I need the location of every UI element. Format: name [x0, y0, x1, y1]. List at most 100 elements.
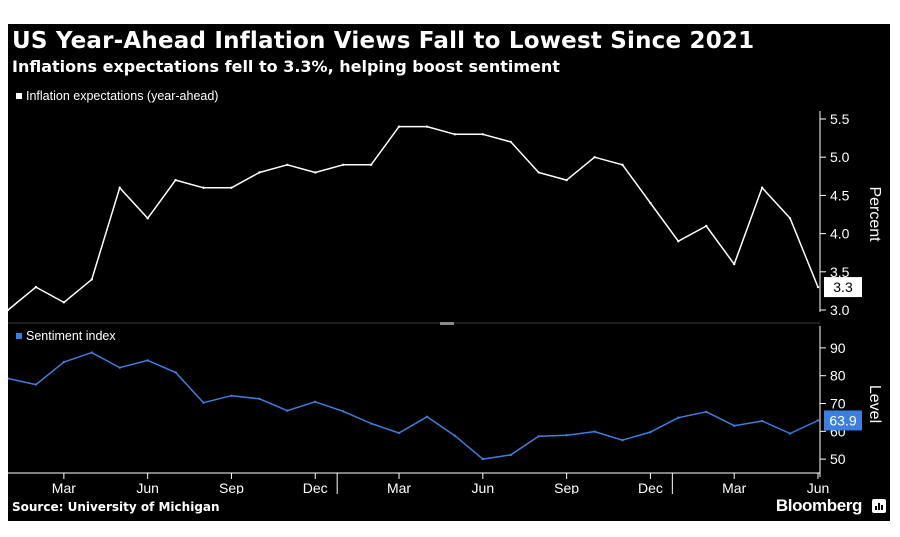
- x-tick-label: Jun: [472, 480, 495, 494]
- bloomberg-logo: Bloomberg: [775, 496, 863, 515]
- data-point-inflation: [314, 171, 317, 174]
- data-point-sentiment: [118, 366, 121, 369]
- data-point-sentiment: [174, 371, 177, 374]
- data-point-sentiment: [369, 422, 373, 425]
- x-tick-label: Sep: [219, 480, 244, 494]
- data-point-inflation: [174, 178, 177, 182]
- y-tick-label-inflation: 3.5: [830, 264, 850, 280]
- data-point-inflation: [90, 278, 93, 281]
- data-point-sentiment: [230, 394, 233, 397]
- data-point-inflation: [481, 133, 485, 136]
- data-point-inflation: [593, 156, 596, 159]
- data-point-sentiment: [481, 457, 485, 461]
- data-point-sentiment: [34, 383, 38, 386]
- legend-label-sentiment: Sentiment index: [26, 329, 116, 343]
- last-value-box-sentiment: [824, 410, 862, 431]
- data-point-sentiment: [62, 360, 66, 364]
- data-point-inflation: [677, 240, 680, 243]
- chart-svg: 3.0 3.5 4.0 4.5 5.0 5.5 Percent Inflation expec…: [8, 89, 883, 494]
- data-point-sentiment: [677, 416, 680, 419]
- data-point-inflation: [425, 125, 429, 128]
- data-point-inflation: [369, 163, 373, 167]
- data-point-inflation: [8, 308, 10, 312]
- data-point-sentiment: [760, 419, 764, 423]
- x-tick-label: Sep: [554, 480, 579, 494]
- source-note: Source: University of Michigan: [12, 500, 220, 514]
- data-point-inflation: [733, 262, 736, 266]
- data-point-sentiment: [537, 435, 540, 438]
- data-point-inflation: [34, 285, 38, 289]
- last-value-label-sentiment: 63.9: [829, 412, 856, 428]
- data-point-sentiment: [146, 359, 149, 362]
- data-point-inflation: [509, 140, 512, 144]
- data-point-inflation: [258, 171, 261, 174]
- legend-swatch-sentiment: [16, 333, 22, 339]
- data-point-sentiment: [258, 397, 261, 400]
- data-point-inflation: [397, 125, 401, 128]
- y-tick-label-sentiment: 80: [830, 368, 846, 384]
- data-point-sentiment: [509, 453, 512, 457]
- y-tick-label-inflation: 3.0: [830, 302, 850, 318]
- data-point-inflation: [202, 186, 205, 189]
- x-tick-label: Jun: [807, 480, 830, 494]
- data-point-inflation: [118, 186, 121, 189]
- x-tick-label: Dec: [638, 480, 663, 494]
- data-point-sentiment: [286, 409, 289, 412]
- chart-subtitle: Inflations expectations fell to 3.3%, he…: [12, 57, 560, 76]
- last-value-box-inflation: [824, 277, 862, 298]
- x-tick-label: Dec: [303, 480, 328, 494]
- chart-panel: US Year-Ahead Inflation Views Fall to Lo…: [8, 24, 890, 521]
- y-tick-label-sentiment: 90: [830, 340, 846, 356]
- data-point-inflation: [788, 217, 792, 220]
- data-point-sentiment: [816, 419, 820, 422]
- data-point-inflation: [705, 224, 708, 228]
- data-point-sentiment: [621, 438, 624, 442]
- legend-swatch-inflation: [16, 93, 22, 99]
- y-axis-title-sentiment: Level: [866, 385, 883, 423]
- data-point-inflation: [621, 163, 624, 167]
- x-tick-label: Mar: [387, 480, 411, 494]
- data-point-inflation: [565, 178, 568, 182]
- bloomberg-terminal-icon: [872, 499, 886, 513]
- y-tick-label-inflation: 4.5: [830, 187, 850, 203]
- data-point-inflation: [230, 186, 233, 189]
- data-point-sentiment: [314, 400, 317, 404]
- data-point-sentiment: [788, 432, 792, 435]
- data-point-sentiment: [453, 434, 457, 437]
- data-point-inflation: [341, 163, 345, 167]
- panel-resize-handle: [440, 322, 454, 325]
- x-tick-label: Mar: [52, 480, 76, 494]
- data-point-sentiment: [705, 410, 708, 414]
- data-point-inflation: [760, 186, 764, 189]
- data-point-inflation: [146, 217, 149, 220]
- data-point-sentiment: [202, 401, 205, 404]
- chart-title: US Year-Ahead Inflation Views Fall to Lo…: [12, 28, 755, 54]
- y-tick-label-inflation: 4.0: [830, 226, 850, 242]
- y-tick-label-sentiment: 70: [830, 396, 846, 412]
- series-line-inflation: [8, 125, 819, 311]
- data-point-sentiment: [425, 415, 429, 419]
- data-point-inflation: [816, 285, 820, 289]
- data-point-sentiment: [397, 431, 401, 435]
- data-point-inflation: [62, 301, 66, 304]
- data-point-sentiment: [649, 430, 652, 434]
- series-line-sentiment: [8, 351, 819, 460]
- legend-label-inflation: Inflation expectations (year-ahead): [26, 89, 218, 103]
- y-tick-label-inflation: 5.5: [830, 111, 850, 127]
- x-tick-label: Jun: [136, 480, 159, 494]
- data-point-inflation: [537, 171, 540, 174]
- data-point-sentiment: [733, 424, 736, 427]
- data-point-inflation: [286, 163, 289, 167]
- last-value-label-inflation: 3.3: [833, 279, 853, 295]
- data-point-sentiment: [565, 433, 568, 437]
- data-point-inflation: [649, 201, 652, 205]
- x-tick-label: Mar: [722, 480, 746, 494]
- y-axis-title-inflation: Percent: [866, 186, 883, 242]
- y-tick-label-inflation: 5.0: [830, 149, 850, 165]
- data-point-sentiment: [8, 377, 10, 380]
- data-point-sentiment: [90, 351, 93, 354]
- data-point-inflation: [453, 133, 457, 136]
- data-point-sentiment: [341, 410, 345, 413]
- data-point-sentiment: [593, 430, 596, 433]
